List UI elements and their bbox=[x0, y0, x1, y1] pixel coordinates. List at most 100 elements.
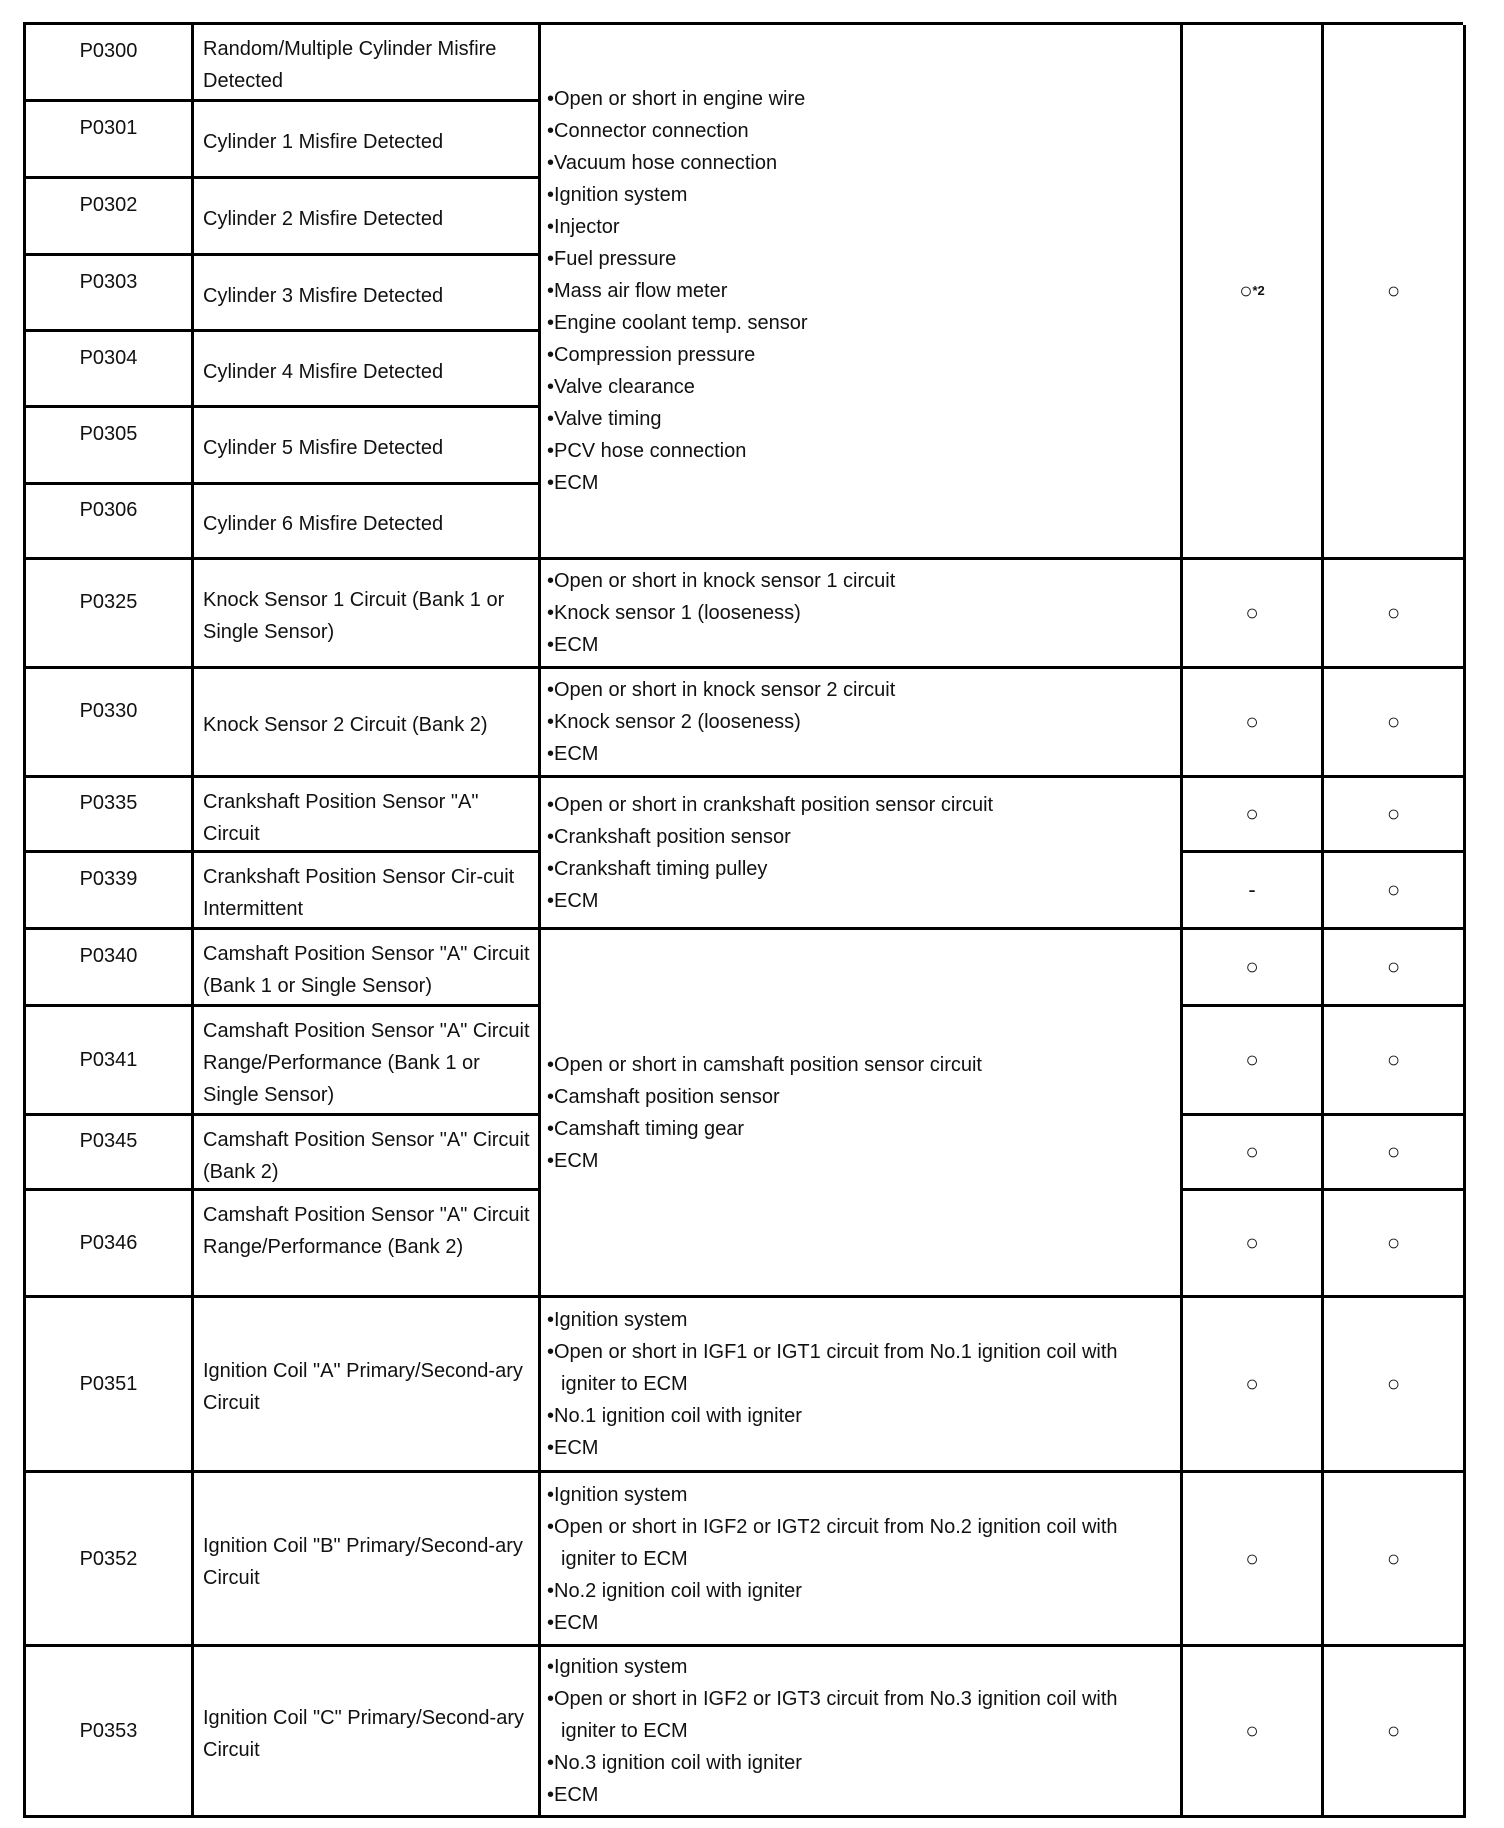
dtc-code-cell: P0301 bbox=[26, 102, 194, 179]
circle-mark-icon: ○ bbox=[1386, 954, 1401, 979]
dtc-description-cell: Camshaft Position Sensor "A" Circuit Ran… bbox=[194, 1191, 541, 1298]
circle-mark-icon: ○ bbox=[1245, 801, 1259, 826]
mark-cell-col4: ○ *2 bbox=[1183, 25, 1324, 560]
trouble-area-item: •No.3 ignition coil with igniter bbox=[547, 1752, 802, 1774]
trouble-area-item: •ECM bbox=[547, 889, 599, 912]
dtc-code-cell: P0303 bbox=[26, 256, 194, 332]
mark-cell-col5: ○ bbox=[1324, 669, 1466, 778]
dtc-code: P0341 bbox=[79, 1049, 138, 1071]
dtc-description: Crankshaft Position Sensor Cir-cuit Inte… bbox=[203, 866, 515, 920]
dtc-description-cell: Camshaft Position Sensor "A" Circuit (Ba… bbox=[194, 930, 541, 1007]
circle-mark-icon: ○ bbox=[1386, 1139, 1401, 1164]
mark-cell-col5: ○ bbox=[1324, 1647, 1466, 1818]
dtc-description-cell: Camshaft Position Sensor "A" Circuit (Ba… bbox=[194, 1116, 541, 1191]
dtc-code: P0303 bbox=[79, 270, 138, 293]
dtc-code-cell: P0325 bbox=[26, 560, 194, 669]
trouble-area-cell: •Ignition system •Open or short in IGF2 o… bbox=[541, 1647, 1183, 1818]
mark-cell-col4: ○ bbox=[1183, 1007, 1324, 1116]
circle-mark-icon: ○ bbox=[1245, 1139, 1259, 1164]
circle-mark-icon: ○ bbox=[1245, 954, 1259, 979]
circle-mark-icon: ○ bbox=[1386, 801, 1401, 826]
dtc-table: P0300 Random/Multiple Cylinder Misfire De… bbox=[23, 22, 1466, 1818]
circle-mark-icon: ○ bbox=[1386, 1047, 1401, 1072]
trouble-area-item: •Mass air flow meter bbox=[547, 280, 728, 302]
trouble-area-item: •Injector bbox=[547, 216, 620, 238]
dtc-code-cell: P0305 bbox=[26, 408, 194, 485]
circle-mark-icon: ○ bbox=[1386, 709, 1401, 734]
dtc-code: P0352 bbox=[79, 1547, 138, 1570]
dtc-code: P0300 bbox=[79, 40, 138, 62]
trouble-area-item: •PCV hose connection bbox=[547, 440, 747, 462]
dtc-description: Cylinder 1 Misfire Detected bbox=[203, 131, 444, 153]
circle-mark-icon: ○ bbox=[1386, 1371, 1401, 1396]
mark-cell-col4: ○ bbox=[1183, 1191, 1324, 1298]
trouble-area-cell: •Open or short in knock sensor 1 circuit… bbox=[541, 560, 1183, 669]
mark-cell-col4: ○ bbox=[1183, 778, 1324, 853]
trouble-area-item: •Valve clearance bbox=[547, 376, 695, 398]
dtc-code-cell: P0306 bbox=[26, 485, 194, 560]
trouble-area-item: •Open or short in IGF1 or IGT1 circuit f… bbox=[547, 1341, 1118, 1395]
trouble-area-item: •Open or short in camshaft position sens… bbox=[547, 1053, 982, 1076]
mark-cell-col4: ○ bbox=[1183, 930, 1324, 1007]
dtc-description: Random/Multiple Cylinder Misfire Detecte… bbox=[203, 38, 497, 92]
dtc-description-cell: Cylinder 4 Misfire Detected bbox=[194, 332, 541, 408]
dtc-description: Cylinder 3 Misfire Detected bbox=[203, 284, 444, 307]
dtc-description-cell: Ignition Coil "A" Primary/Second-ary Cir… bbox=[194, 1298, 541, 1473]
trouble-area-item: •ECM bbox=[547, 743, 599, 765]
trouble-area-item: •Valve timing bbox=[547, 408, 662, 430]
trouble-area-item: •Knock sensor 2 (looseness) bbox=[547, 711, 801, 733]
trouble-area-item: •ECM bbox=[547, 1437, 599, 1459]
dtc-code-cell: P0330 bbox=[26, 669, 194, 778]
trouble-area-item: •Crankshaft timing pulley bbox=[547, 857, 768, 880]
trouble-area-cell: •Open or short in crankshaft position se… bbox=[541, 778, 1183, 930]
mark-cell-col4: ○ bbox=[1183, 1116, 1324, 1191]
trouble-area-item: •Ignition system bbox=[547, 1656, 688, 1678]
dtc-code-cell: P0335 bbox=[26, 778, 194, 853]
dtc-description: Camshaft Position Sensor "A" Circuit Ran… bbox=[203, 1020, 530, 1106]
mark-cell-col5: ○ bbox=[1324, 778, 1466, 853]
trouble-area-item: •No.2 ignition coil with igniter bbox=[547, 1579, 802, 1602]
mark-cell-col4: ○ bbox=[1183, 1298, 1324, 1473]
trouble-area-item: •Vacuum hose connection bbox=[547, 152, 778, 174]
dtc-code-cell: P0341 bbox=[26, 1007, 194, 1116]
dtc-description-cell: Camshaft Position Sensor "A" Circuit Ran… bbox=[194, 1007, 541, 1116]
circle-mark-icon: ○ bbox=[1386, 600, 1401, 625]
dtc-code: P0340 bbox=[79, 945, 138, 967]
trouble-area-item: •Engine coolant temp. sensor bbox=[547, 312, 808, 334]
dtc-code: P0335 bbox=[79, 792, 138, 814]
dtc-code: P0339 bbox=[79, 868, 138, 890]
dtc-code-cell: P0352 bbox=[26, 1473, 194, 1647]
dtc-description: Cylinder 5 Misfire Detected bbox=[203, 437, 444, 459]
trouble-area-item: •Knock sensor 1 (looseness) bbox=[547, 602, 801, 624]
mark-cell-col4: ○ bbox=[1183, 1473, 1324, 1647]
circle-mark-icon: ○ bbox=[1245, 1545, 1259, 1571]
dtc-code: P0345 bbox=[79, 1130, 138, 1152]
mark-cell-col5: ○ bbox=[1324, 1191, 1466, 1298]
dtc-code-cell: P0300 bbox=[26, 25, 194, 102]
trouble-area-item: •Camshaft position sensor bbox=[547, 1085, 780, 1108]
trouble-area-item: •Open or short in IGF2 or IGT3 circuit f… bbox=[547, 1688, 1118, 1742]
circle-mark-icon: ○ bbox=[1386, 278, 1401, 303]
circle-mark-icon: ○ bbox=[1239, 278, 1253, 303]
dtc-code-cell: P0345 bbox=[26, 1116, 194, 1191]
trouble-area-item: •Crankshaft position sensor bbox=[547, 825, 791, 848]
mark-cell-col5: ○ bbox=[1324, 853, 1466, 930]
dtc-code-cell: P0346 bbox=[26, 1191, 194, 1298]
trouble-area-item: •No.1 ignition coil with igniter bbox=[547, 1405, 802, 1427]
trouble-area-item: •Compression pressure bbox=[547, 344, 756, 366]
trouble-area-item: •ECM bbox=[547, 1149, 599, 1172]
mark-cell-col5: ○ bbox=[1324, 1007, 1466, 1116]
dtc-code: P0325 bbox=[79, 591, 138, 613]
trouble-area-cell: •Ignition system •Open or short in IGF2 o… bbox=[541, 1473, 1183, 1647]
dtc-code: P0305 bbox=[79, 423, 138, 445]
dtc-code-cell: P0304 bbox=[26, 332, 194, 408]
dtc-description-cell: Ignition Coil "C" Primary/Second-ary Cir… bbox=[194, 1647, 541, 1818]
trouble-area-item: •ECM bbox=[547, 634, 599, 656]
dtc-code: P0351 bbox=[79, 1373, 138, 1395]
mark-cell-col4: ○ bbox=[1183, 1647, 1324, 1818]
dtc-code-cell: P0339 bbox=[26, 853, 194, 930]
trouble-area-cell: •Open or short in engine wire •Connector … bbox=[541, 25, 1183, 560]
dtc-code: P0302 bbox=[79, 194, 138, 216]
dtc-description-cell: Crankshaft Position Sensor "A" Circuit bbox=[194, 778, 541, 853]
dtc-description-cell: Cylinder 5 Misfire Detected bbox=[194, 408, 541, 485]
